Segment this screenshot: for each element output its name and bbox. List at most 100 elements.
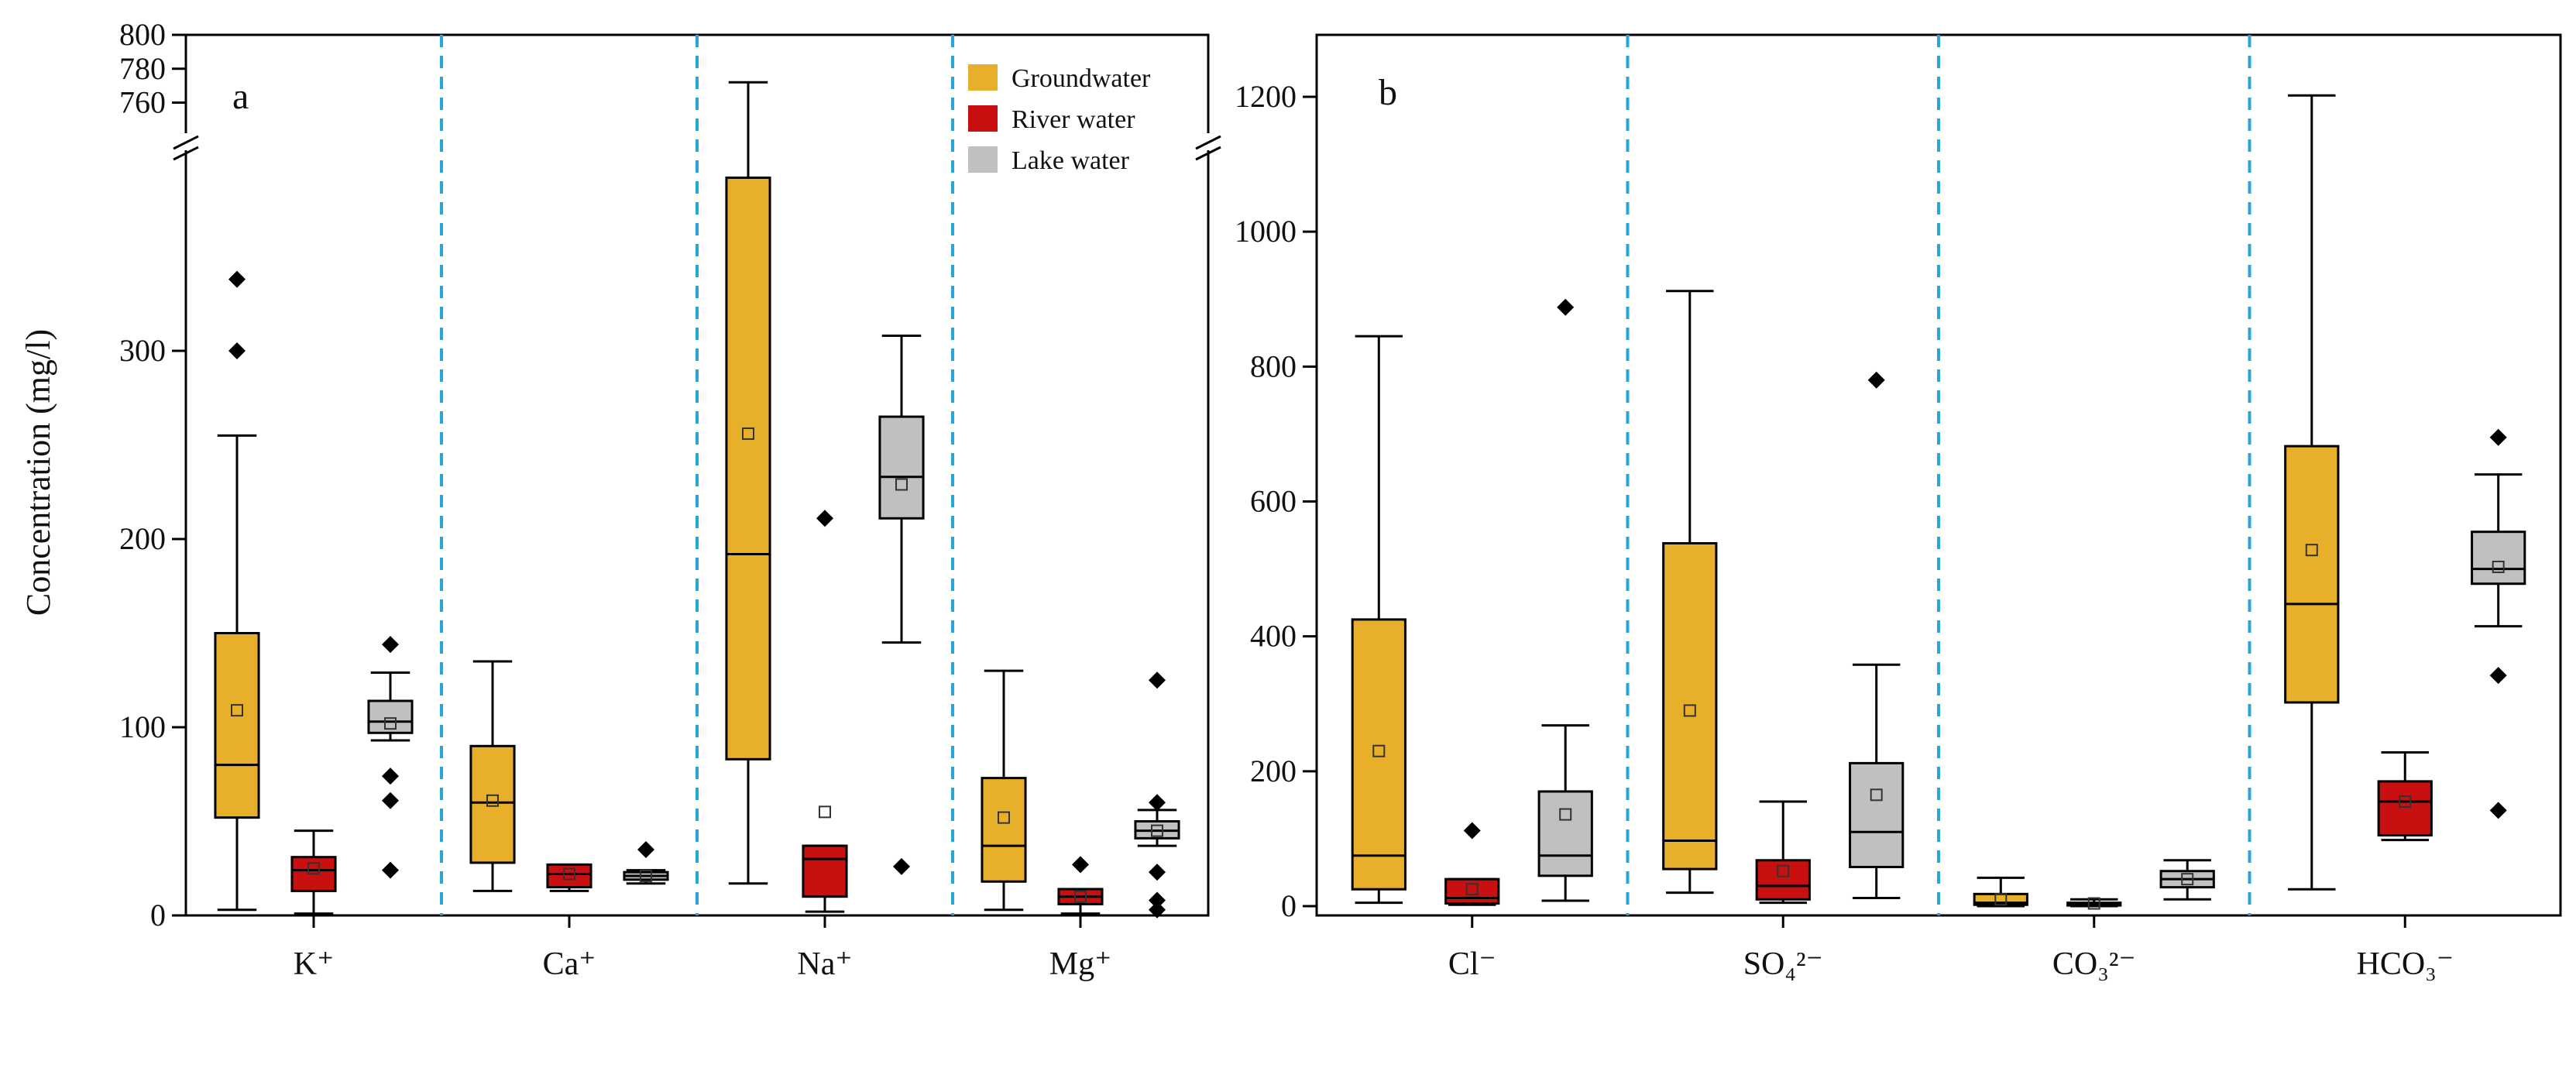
panel-b: b 0 200 400 600 800 1000 1200 Cl⁻ SO₄²⁻ CO₃²⁻ HCO… (1235, 33, 2562, 982)
box-iqr (1755, 859, 1811, 901)
mean-marker (231, 704, 243, 717)
y-tick-label: 800 (1250, 349, 1297, 383)
box-iqr (214, 632, 260, 819)
outlier-point (382, 768, 399, 785)
box-groundwater-3 (2284, 94, 2340, 891)
box-iqr (981, 777, 1027, 883)
box-river-2 (802, 510, 848, 913)
mean-marker (307, 862, 320, 875)
box-iqr (802, 844, 848, 898)
y-tick-label: 100 (119, 709, 166, 744)
y-tick-label: 400 (1250, 619, 1297, 654)
box-lake-2 (878, 335, 925, 875)
outlier-point (382, 861, 399, 879)
box-iqr (1444, 877, 1500, 905)
legend-label-groundwater: Groundwater (1012, 64, 1151, 93)
mean-marker (1994, 893, 2008, 906)
mean-marker (384, 717, 397, 730)
box-iqr (878, 415, 925, 520)
box-groundwater-0 (1351, 335, 1406, 905)
box-groundwater-2 (725, 81, 771, 885)
box-iqr (1849, 761, 1905, 868)
mean-marker (486, 794, 499, 807)
y-tick-label: 780 (119, 51, 166, 86)
mean-marker (1683, 704, 1696, 717)
mean-marker (640, 869, 652, 882)
outlier-point (1557, 298, 1575, 316)
outlier-point (228, 270, 246, 288)
legend-swatch-river (968, 105, 998, 132)
x-tick-label: Ca⁺ (543, 946, 596, 982)
mean-marker (1559, 808, 1572, 821)
box-groundwater-1 (469, 660, 516, 892)
box-iqr (1662, 541, 1718, 871)
box-river-0 (1444, 822, 1500, 906)
outlier-point (1149, 671, 1166, 689)
box-lake-0 (1537, 298, 1593, 902)
box-river-2 (2066, 897, 2122, 910)
mean-marker (2399, 795, 2412, 809)
box-iqr (2377, 780, 2433, 837)
outlier-point (2489, 428, 2507, 446)
panel-a: a Concentration (mg/l) 0 100 200 300 7607808… (19, 17, 1221, 982)
legend-swatch-lake (968, 146, 998, 173)
mean-marker (819, 805, 831, 819)
axis-break-right (1195, 133, 1221, 161)
outlier-point (637, 840, 654, 858)
y-axis-label: Concentration (mg/l) (19, 329, 57, 616)
legend-label-lake: Lake water (1012, 146, 1130, 175)
x-tick-label: Na⁺ (797, 946, 852, 982)
box-lake-1 (1849, 371, 1905, 900)
outlier-point (382, 636, 399, 654)
mean-marker (2181, 873, 2194, 886)
y-tick-label: 200 (1250, 754, 1297, 788)
box-groundwater-2 (1973, 876, 2028, 908)
y-tick-label: 300 (119, 333, 166, 368)
legend-label-river: River water (1012, 105, 1135, 134)
outlier-point (1149, 864, 1166, 881)
box-iqr (725, 176, 771, 761)
outlier-point (1463, 822, 1481, 840)
box-river-0 (290, 829, 337, 915)
y-tick-label: 200 (119, 521, 166, 556)
panel-a-x-ticks: K⁺ Ca⁺ Na⁺ Mg⁺ (294, 915, 1111, 982)
box-lake-0 (367, 636, 414, 879)
outlier-point (816, 510, 833, 527)
mean-marker (1074, 890, 1087, 903)
box-groundwater-3 (981, 669, 1027, 912)
panel-b-boxes (1351, 94, 2526, 910)
box-iqr (2471, 531, 2526, 586)
outlier-point (382, 792, 399, 809)
outlier-point (1149, 891, 1166, 909)
mean-marker (1151, 824, 1163, 837)
mean-marker (1777, 864, 1790, 877)
x-tick-label: HCO₃⁻ (2357, 946, 2454, 982)
panel-a-separators (440, 35, 954, 915)
mean-marker (563, 867, 575, 881)
x-tick-label: Cl⁻ (1448, 946, 1496, 982)
box-groundwater-0 (214, 270, 260, 912)
outlier-point (893, 857, 910, 875)
box-lake-1 (623, 840, 669, 885)
box-lake-3 (1134, 671, 1180, 919)
panel-b-separators (1626, 35, 2251, 915)
panel-a-letter: a (232, 76, 249, 117)
mean-marker (742, 427, 754, 440)
box-iqr (1351, 618, 1406, 891)
mean-marker (998, 811, 1010, 824)
box-iqr (367, 699, 414, 734)
box-river-3 (1057, 856, 1104, 915)
y-tick-label: 0 (1281, 888, 1297, 923)
box-river-1 (546, 863, 592, 892)
mean-marker (2492, 560, 2505, 573)
mean-marker (2305, 544, 2318, 557)
y-tick-label: 800 (119, 17, 166, 52)
panel-b-letter: b (1379, 72, 1397, 113)
box-lake-2 (2159, 859, 2215, 901)
box-river-3 (2377, 750, 2433, 842)
outlier-point (1149, 794, 1166, 812)
box-iqr (1537, 790, 1593, 877)
x-tick-label: SO₄²⁻ (1743, 946, 1823, 982)
axis-break-left (173, 133, 199, 161)
